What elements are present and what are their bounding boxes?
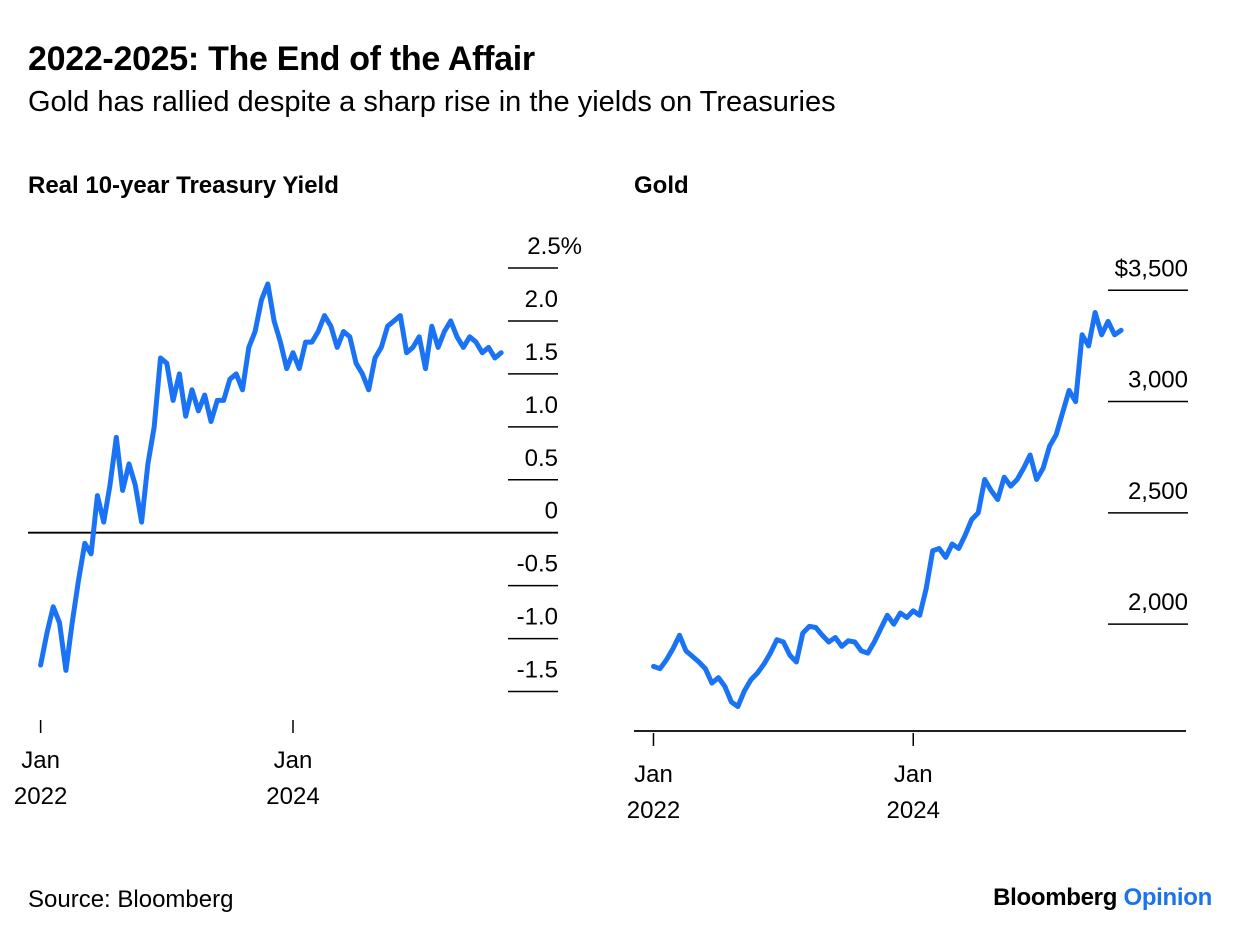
yield-y-tick-label-4: 0.5 [525, 445, 558, 472]
gold-x-tick-year-0: 2022 [627, 797, 680, 824]
yield-y-tick-label-3: 1.0 [525, 392, 558, 419]
yield-series-line-0 [38, 281, 504, 673]
brand-logo: Bloomberg Opinion [993, 884, 1212, 912]
gold-y-tick-label-1: 3,000 [1128, 367, 1188, 394]
yield-x-tick-year-0: 2022 [14, 783, 67, 810]
yield-y-tick-label-6: -0.5 [517, 551, 558, 578]
chart-subtitle: Gold has rallied despite a sharp rise in… [28, 86, 836, 118]
right-panel-title: Gold [634, 172, 689, 199]
left-panel-title: Real 10-year Treasury Yield [28, 172, 339, 199]
gold-x-tick-month-0: Jan [634, 761, 673, 788]
yield-x-tick-month-0: Jan [21, 747, 60, 774]
gold-x-tick-year-1: 2024 [887, 797, 940, 824]
yield-y-tick-label-8: -1.5 [517, 657, 558, 684]
yield-x-tick-year-1: 2024 [266, 783, 319, 810]
gold-y-tick-label-0: $3,500 [1115, 255, 1188, 282]
brand-name: Bloomberg [993, 884, 1118, 911]
chart-title: 2022-2025: The End of the Affair [28, 40, 535, 78]
gold-y-tick-label-3: 2,000 [1128, 589, 1188, 616]
source-note: Source: Bloomberg [28, 886, 234, 913]
gold-y-tick-label-2: 2,500 [1128, 478, 1188, 505]
yield-y-tick-label-2: 1.5 [525, 339, 558, 366]
yield-y-tick-label-7: -1.0 [517, 604, 558, 631]
yield-y-tick-label-0: 2.5% [527, 233, 582, 260]
gold-series-line-0 [651, 310, 1124, 709]
brand-suffix: Opinion [1123, 884, 1212, 911]
gold-x-tick-month-1: Jan [894, 761, 933, 788]
yield-x-tick-month-1: Jan [274, 747, 313, 774]
yield-y-tick-label-5: 0 [545, 498, 558, 525]
yield-y-tick-label-1: 2.0 [525, 286, 558, 313]
